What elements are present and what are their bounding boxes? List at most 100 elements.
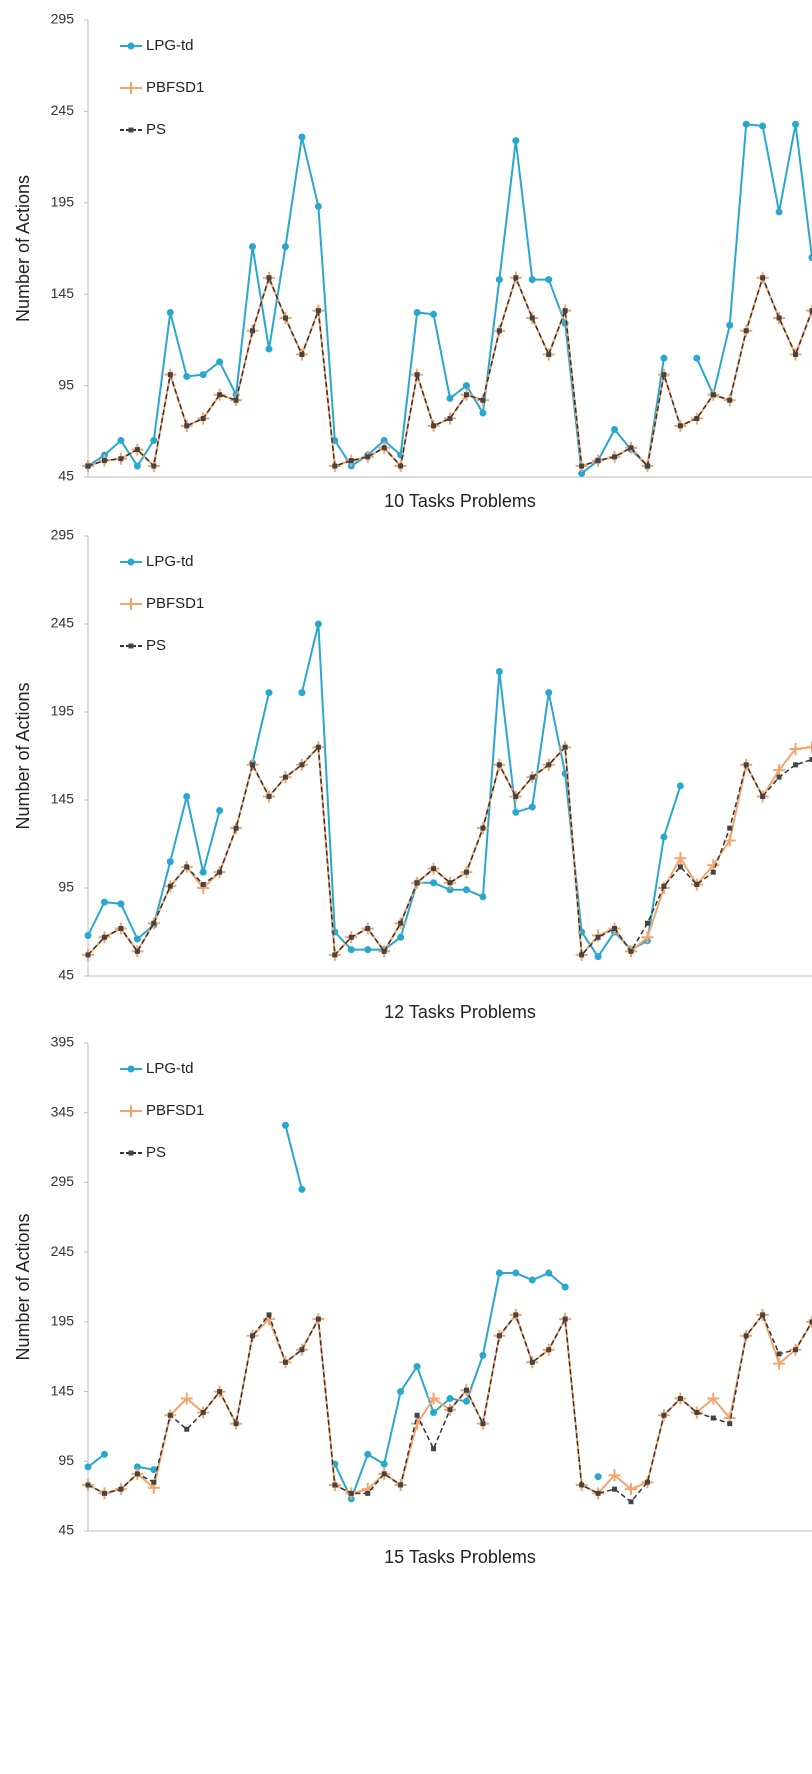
point: [529, 315, 535, 321]
point: [413, 308, 421, 316]
point: [85, 1482, 91, 1488]
point: [628, 445, 634, 451]
point: [84, 1463, 92, 1471]
point: [427, 1392, 440, 1405]
legend-label: PBFSD1: [146, 595, 204, 612]
legend-marker: [125, 82, 137, 94]
point: [298, 133, 306, 141]
point: [446, 886, 454, 894]
point: [217, 1389, 223, 1395]
point: [183, 792, 191, 800]
point: [180, 1392, 193, 1405]
point: [151, 1479, 157, 1485]
y-tick-label: 45: [58, 1522, 74, 1538]
point: [710, 1415, 716, 1421]
point: [479, 893, 487, 901]
point: [743, 762, 749, 768]
point: [561, 1283, 569, 1291]
point: [381, 445, 387, 451]
point: [398, 920, 404, 926]
point: [365, 454, 371, 460]
point: [200, 416, 206, 422]
point: [594, 1473, 602, 1481]
point: [579, 952, 585, 958]
series-line: [300, 623, 682, 959]
point: [299, 762, 305, 768]
point: [595, 1490, 601, 1496]
point: [707, 859, 720, 872]
point: [315, 744, 321, 750]
point: [809, 308, 812, 314]
point: [628, 1499, 634, 1505]
point: [184, 1426, 190, 1432]
legend-marker: [125, 1105, 137, 1117]
point: [674, 852, 687, 865]
point: [430, 879, 438, 887]
point: [233, 397, 239, 403]
legend-label: LPG-td: [146, 1060, 194, 1077]
point: [463, 869, 469, 875]
point: [216, 807, 224, 815]
point: [776, 315, 782, 321]
point: [118, 1486, 124, 1492]
point: [84, 932, 92, 940]
y-tick-label: 295: [51, 1173, 75, 1189]
point: [776, 774, 782, 780]
y-tick-label: 195: [51, 1313, 75, 1329]
point: [446, 1395, 454, 1403]
legend-label: PS: [146, 121, 166, 138]
point: [167, 372, 173, 378]
point: [545, 689, 553, 697]
point: [398, 1482, 404, 1488]
legend-marker: [128, 1150, 134, 1156]
point: [694, 1409, 700, 1415]
point: [496, 1333, 502, 1339]
legend-marker: [127, 42, 135, 50]
point: [447, 1407, 453, 1413]
point: [676, 782, 684, 790]
point: [496, 762, 502, 768]
point: [298, 689, 306, 697]
point: [101, 1490, 107, 1496]
y-tick-label: 345: [51, 1103, 75, 1119]
point: [776, 1351, 782, 1357]
point: [314, 202, 322, 210]
point: [528, 276, 536, 284]
point: [100, 898, 108, 906]
y-tick-label: 45: [58, 468, 74, 484]
point: [397, 933, 405, 941]
point: [512, 1269, 520, 1277]
point: [117, 436, 125, 444]
point: [299, 352, 305, 358]
series-line: [87, 275, 812, 468]
point: [118, 456, 124, 462]
point: [200, 1409, 206, 1415]
point: [595, 458, 601, 464]
point: [184, 864, 190, 870]
point: [693, 354, 701, 362]
point: [628, 948, 634, 954]
y-tick-label: 295: [51, 527, 75, 543]
point: [217, 392, 223, 398]
point: [792, 120, 800, 128]
point: [546, 762, 552, 768]
point: [661, 1412, 667, 1418]
point: [723, 834, 736, 847]
point: [348, 1490, 354, 1496]
point: [364, 946, 372, 954]
point: [644, 1479, 650, 1485]
point: [529, 774, 535, 780]
point: [100, 1450, 108, 1458]
point: [166, 308, 174, 316]
point: [265, 689, 273, 697]
legend-label: LPG-td: [146, 553, 194, 570]
point: [413, 1362, 421, 1370]
point: [133, 935, 141, 943]
point: [694, 416, 700, 422]
y-tick-label: 195: [51, 194, 75, 210]
point: [789, 742, 802, 755]
legend-label: LPG-td: [146, 37, 194, 54]
y-axis-label: Number of Actions: [13, 682, 33, 829]
point: [806, 1315, 812, 1328]
